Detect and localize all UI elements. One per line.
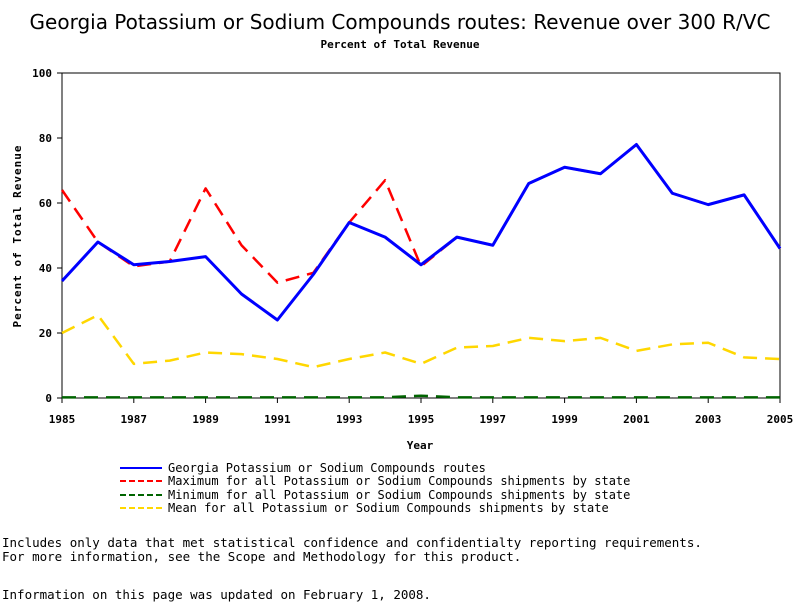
footnotes: Includes only data that met statistical …	[2, 536, 702, 564]
legend-swatch-minimum	[120, 494, 162, 496]
legend-item-georgia: Georgia Potassium or Sodium Compounds ro…	[120, 461, 630, 475]
y-tick-label: 80	[39, 132, 52, 145]
chart-axes: 1985 1987 1989 1991 1993 1995 1997 1999 2001 2003…	[32, 67, 793, 426]
y-tick-label: 0	[45, 392, 52, 405]
footnote-confidence: Includes only data that met statistical …	[2, 536, 702, 550]
x-tick-label: 1999	[551, 413, 578, 426]
legend-label-mean: Mean for all Potassium or Sodium Compoun…	[168, 501, 609, 515]
y-tick-label: 20	[39, 327, 52, 340]
legend-item-minimum: Minimum for all Potassium or Sodium Comp…	[120, 488, 630, 502]
y-tick-label: 100	[32, 67, 52, 80]
x-tick-label: 2003	[695, 413, 722, 426]
y-tick-label: 60	[39, 197, 52, 210]
x-tick-label: 1993	[336, 413, 363, 426]
series-mean-line	[62, 315, 780, 367]
x-axis-label: Year	[407, 439, 434, 452]
legend-label-georgia: Georgia Potassium or Sodium Compounds ro…	[168, 461, 486, 475]
x-tick-label: 1989	[192, 413, 219, 426]
series-layer	[62, 144, 780, 397]
x-tick-label: 1995	[408, 413, 435, 426]
x-tick-label: 1985	[49, 413, 76, 426]
footnote-methodology: For more information, see the Scope and …	[2, 550, 702, 564]
legend-item-mean: Mean for all Potassium or Sodium Compoun…	[120, 502, 630, 516]
legend-swatch-georgia	[120, 467, 162, 469]
y-axis-label: Percent of Total Revenue	[11, 145, 24, 328]
x-tick-label: 1997	[480, 413, 507, 426]
legend-item-maximum: Maximum for all Potassium or Sodium Comp…	[120, 475, 630, 489]
legend-label-maximum: Maximum for all Potassium or Sodium Comp…	[168, 474, 630, 488]
x-tick-label: 2005	[767, 413, 794, 426]
legend-swatch-maximum	[120, 480, 162, 482]
series-georgia-line	[62, 145, 780, 321]
legend-swatch-mean	[120, 507, 162, 509]
plot-frame	[62, 73, 780, 398]
series-minimum-line	[62, 396, 780, 398]
y-tick-label: 40	[39, 262, 52, 275]
x-tick-label: 1991	[264, 413, 291, 426]
x-tick-label: 2001	[623, 413, 650, 426]
line-chart: 1985 1987 1989 1991 1993 1995 1997 1999 2001 2003…	[0, 0, 800, 460]
legend-label-minimum: Minimum for all Potassium or Sodium Comp…	[168, 488, 630, 502]
chart-legend: Georgia Potassium or Sodium Compounds ro…	[120, 461, 630, 515]
x-tick-label: 1987	[121, 413, 148, 426]
